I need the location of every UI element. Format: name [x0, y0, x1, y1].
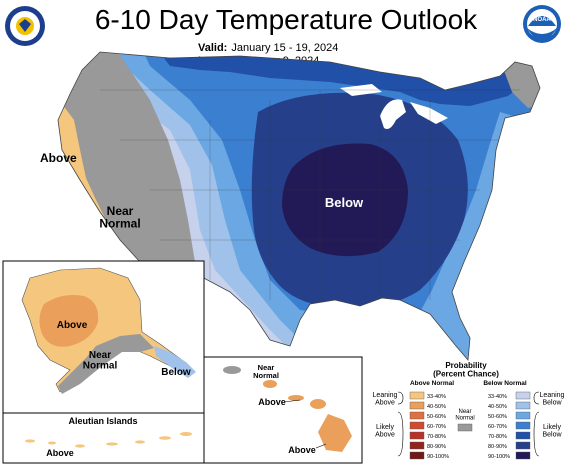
- hawaii-above-label-2: Above: [288, 445, 316, 455]
- legend-above-swatch: [409, 401, 425, 410]
- valid-line: Valid: January 15 - 19, 2024: [198, 42, 338, 54]
- alaska-above-label: Above: [57, 320, 88, 331]
- legend-above-range: 40-50%: [427, 404, 446, 410]
- hawaii-oahu-region: [263, 380, 277, 388]
- legend-likely-below: Likely Below: [542, 424, 562, 438]
- aleutian-title: Aleutian Islands: [68, 416, 137, 426]
- alaska-above-40-region: [39, 295, 99, 347]
- legend-above-swatch: [409, 411, 425, 420]
- conus-near-normal-northeast-region: [500, 60, 540, 108]
- svg-text:NOAA: NOAA: [533, 17, 551, 23]
- legend-leaning-above: Leaning Above: [373, 392, 398, 406]
- legend-leaning-below: Leaning Below: [540, 392, 565, 406]
- legend-below-swatch: [515, 411, 531, 420]
- legend-above-header: Above Normal: [410, 380, 454, 387]
- legend-below-range: 70-80%: [488, 434, 507, 440]
- conus-near-normal-region: [58, 52, 195, 280]
- noaa-logo-icon: NOAA: [523, 5, 561, 43]
- aleutian-above-label: Above: [46, 448, 74, 458]
- hawaii-big-island-region: [318, 414, 352, 452]
- alaska-below-region: [154, 346, 196, 378]
- legend-below-swatch: [515, 421, 531, 430]
- legend-likely-above: Likely Above: [375, 424, 395, 438]
- legend-below-range: 50-60%: [488, 414, 507, 420]
- legend-above-range: 50-60%: [427, 414, 446, 420]
- legend-below-range: 60-70%: [488, 424, 507, 430]
- legend-title: Probability (Percent Chance): [433, 361, 499, 378]
- legend-below-header: Below Normal: [483, 380, 527, 387]
- legend-above-swatch: [409, 421, 425, 430]
- conus-near-normal-label: Near Normal: [99, 204, 140, 231]
- aleutian-islands: [25, 432, 192, 448]
- hawaii-near-normal-region: [223, 366, 241, 374]
- legend-above-swatch: [409, 391, 425, 400]
- legend-below-swatch: [515, 431, 531, 440]
- hawaii-above-label-1: Above: [258, 397, 286, 407]
- conus-below-90-region: [282, 143, 408, 257]
- legend-above-range: 60-70%: [427, 424, 446, 430]
- map-title: 6-10 Day Temperature Outlook: [94, 4, 478, 35]
- legend-above-range: 70-80%: [427, 434, 446, 440]
- legend-near-normal-swatch: [457, 423, 473, 432]
- legend-above-swatch: [409, 441, 425, 450]
- legend-below-swatch: [515, 441, 531, 450]
- legend-above-range: 33-40%: [427, 394, 446, 400]
- valid-dates: January 15 - 19, 2024: [231, 42, 339, 54]
- hawaii-map: [223, 366, 352, 452]
- legend-above-range: 80-90%: [427, 444, 446, 450]
- legend-below-range: 33-40%: [488, 394, 507, 400]
- hawaii-molokai-region: [288, 395, 304, 401]
- hawaii-maui-region: [310, 399, 326, 409]
- alaska-map: [21, 267, 196, 394]
- legend-below-swatch: [515, 451, 531, 460]
- legend-near-normal-label: Near Normal: [455, 409, 474, 421]
- conus-below-label: Below: [325, 195, 364, 210]
- hawaii-near-normal-label: Near Normal: [253, 363, 279, 380]
- great-lakes-east-icon: [410, 102, 448, 124]
- conus-above-label: Above: [40, 151, 77, 165]
- legend-below-swatch: [515, 401, 531, 410]
- commerce-seal-icon: [5, 6, 45, 46]
- great-lakes-icon: [380, 99, 406, 129]
- legend-above-swatch: [409, 431, 425, 440]
- legend-below-range: 80-90%: [488, 444, 507, 450]
- alaska-near-normal-region: [58, 334, 154, 394]
- probability-legend: Probability (Percent Chance) Above Normal…: [373, 361, 565, 460]
- legend-below-swatch: [515, 391, 531, 400]
- legend-above-swatch: [409, 451, 425, 460]
- conus-map: [58, 52, 540, 360]
- legend-below-range: 40-50%: [488, 404, 507, 410]
- valid-label: Valid:: [198, 42, 228, 54]
- legend-below-range: 90-100%: [488, 454, 510, 460]
- alaska-below-label: Below: [161, 367, 191, 378]
- legend-above-range: 90-100%: [427, 454, 449, 460]
- alaska-near-normal-label: Near Normal: [83, 350, 118, 372]
